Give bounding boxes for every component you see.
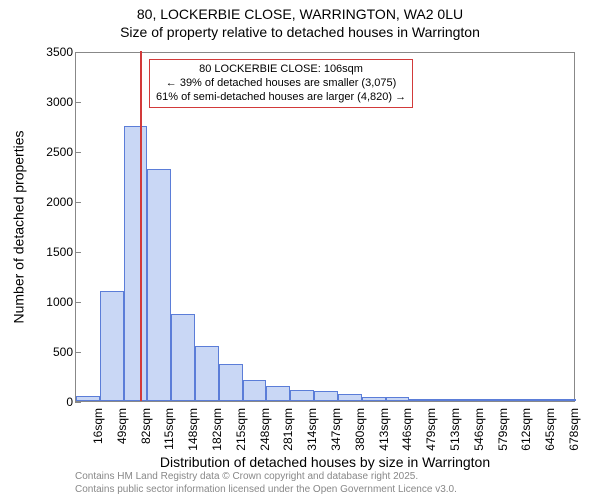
y-tick-label: 0 [35, 395, 73, 409]
y-tick-label: 2000 [35, 195, 73, 209]
plot-area: 80 LOCKERBIE CLOSE: 106sqm← 39% of detac… [75, 52, 575, 402]
x-tick-label: 248sqm [258, 408, 272, 451]
y-tick-label: 1500 [35, 245, 73, 259]
histogram-bar [433, 399, 457, 401]
chart-title-line1: 80, LOCKERBIE CLOSE, WARRINGTON, WA2 0LU [0, 6, 600, 22]
x-tick-label: 645sqm [543, 408, 557, 451]
histogram-bar [124, 126, 148, 401]
y-tick-label: 1000 [35, 295, 73, 309]
x-tick-label: 82sqm [139, 408, 153, 444]
x-tick-label: 513sqm [448, 408, 462, 451]
histogram-bar [290, 390, 314, 401]
y-tick-container: 0500100015002000250030003500 [0, 52, 75, 402]
chart-container: 80, LOCKERBIE CLOSE, WARRINGTON, WA2 0LU… [0, 0, 600, 500]
x-tick-label: 579sqm [496, 408, 510, 451]
x-tick-label: 148sqm [186, 408, 200, 451]
x-tick-label: 612sqm [519, 408, 533, 451]
x-tick-label: 281sqm [281, 408, 295, 451]
x-tick-label: 446sqm [400, 408, 414, 451]
footer-attribution: Contains HM Land Registry data © Crown c… [75, 471, 457, 496]
y-tick-mark [75, 402, 81, 403]
x-tick-label: 16sqm [91, 408, 105, 444]
x-tick-label: 546sqm [472, 408, 486, 451]
histogram-bar [100, 291, 124, 401]
x-tick-label: 347sqm [329, 408, 343, 451]
x-tick-label: 413sqm [377, 408, 391, 451]
x-tick-container: 16sqm 49sqm 82sqm 115sqm 148sqm 182sqm 215sqm 2… [75, 404, 575, 454]
y-tick-label: 2500 [35, 145, 73, 159]
histogram-bar [481, 399, 505, 401]
histogram-bar [409, 399, 433, 401]
x-tick-label: 380sqm [353, 408, 367, 451]
y-tick-label: 3000 [35, 95, 73, 109]
histogram-bar [338, 394, 362, 401]
property-callout: 80 LOCKERBIE CLOSE: 106sqm← 39% of detac… [149, 59, 413, 108]
y-tick-label: 500 [35, 345, 73, 359]
histogram-bar [266, 386, 290, 401]
x-tick-label: 314sqm [305, 408, 319, 451]
x-axis-title: Distribution of detached houses by size … [75, 454, 575, 470]
x-tick-label: 678sqm [567, 408, 581, 451]
histogram-bar [362, 397, 386, 402]
callout-line3: 61% of semi-detached houses are larger (… [156, 91, 406, 105]
histogram-bar [552, 399, 576, 401]
callout-line2: ← 39% of detached houses are smaller (3,… [156, 77, 406, 91]
histogram-bar [171, 314, 195, 401]
histogram-bar [457, 399, 481, 401]
x-tick-label: 115sqm [162, 408, 176, 450]
histogram-bar [528, 399, 552, 401]
footer-line1: Contains HM Land Registry data © Crown c… [75, 471, 457, 484]
histogram-bar [314, 391, 338, 401]
property-marker-line [140, 51, 142, 401]
histogram-bar [243, 380, 267, 401]
y-tick-label: 3500 [35, 45, 73, 59]
histogram-bar [76, 396, 100, 401]
callout-line1: 80 LOCKERBIE CLOSE: 106sqm [156, 63, 406, 77]
histogram-bar [147, 169, 171, 401]
histogram-bar [505, 399, 529, 401]
footer-line2: Contains public sector information licen… [75, 484, 457, 497]
x-tick-label: 182sqm [210, 408, 224, 451]
x-tick-label: 215sqm [234, 408, 248, 451]
x-tick-label: 49sqm [115, 408, 129, 444]
histogram-bar [386, 397, 410, 402]
chart-title-line2: Size of property relative to detached ho… [0, 24, 600, 40]
histogram-bar [195, 346, 219, 401]
histogram-bar [219, 364, 243, 401]
x-tick-label: 479sqm [424, 408, 438, 451]
